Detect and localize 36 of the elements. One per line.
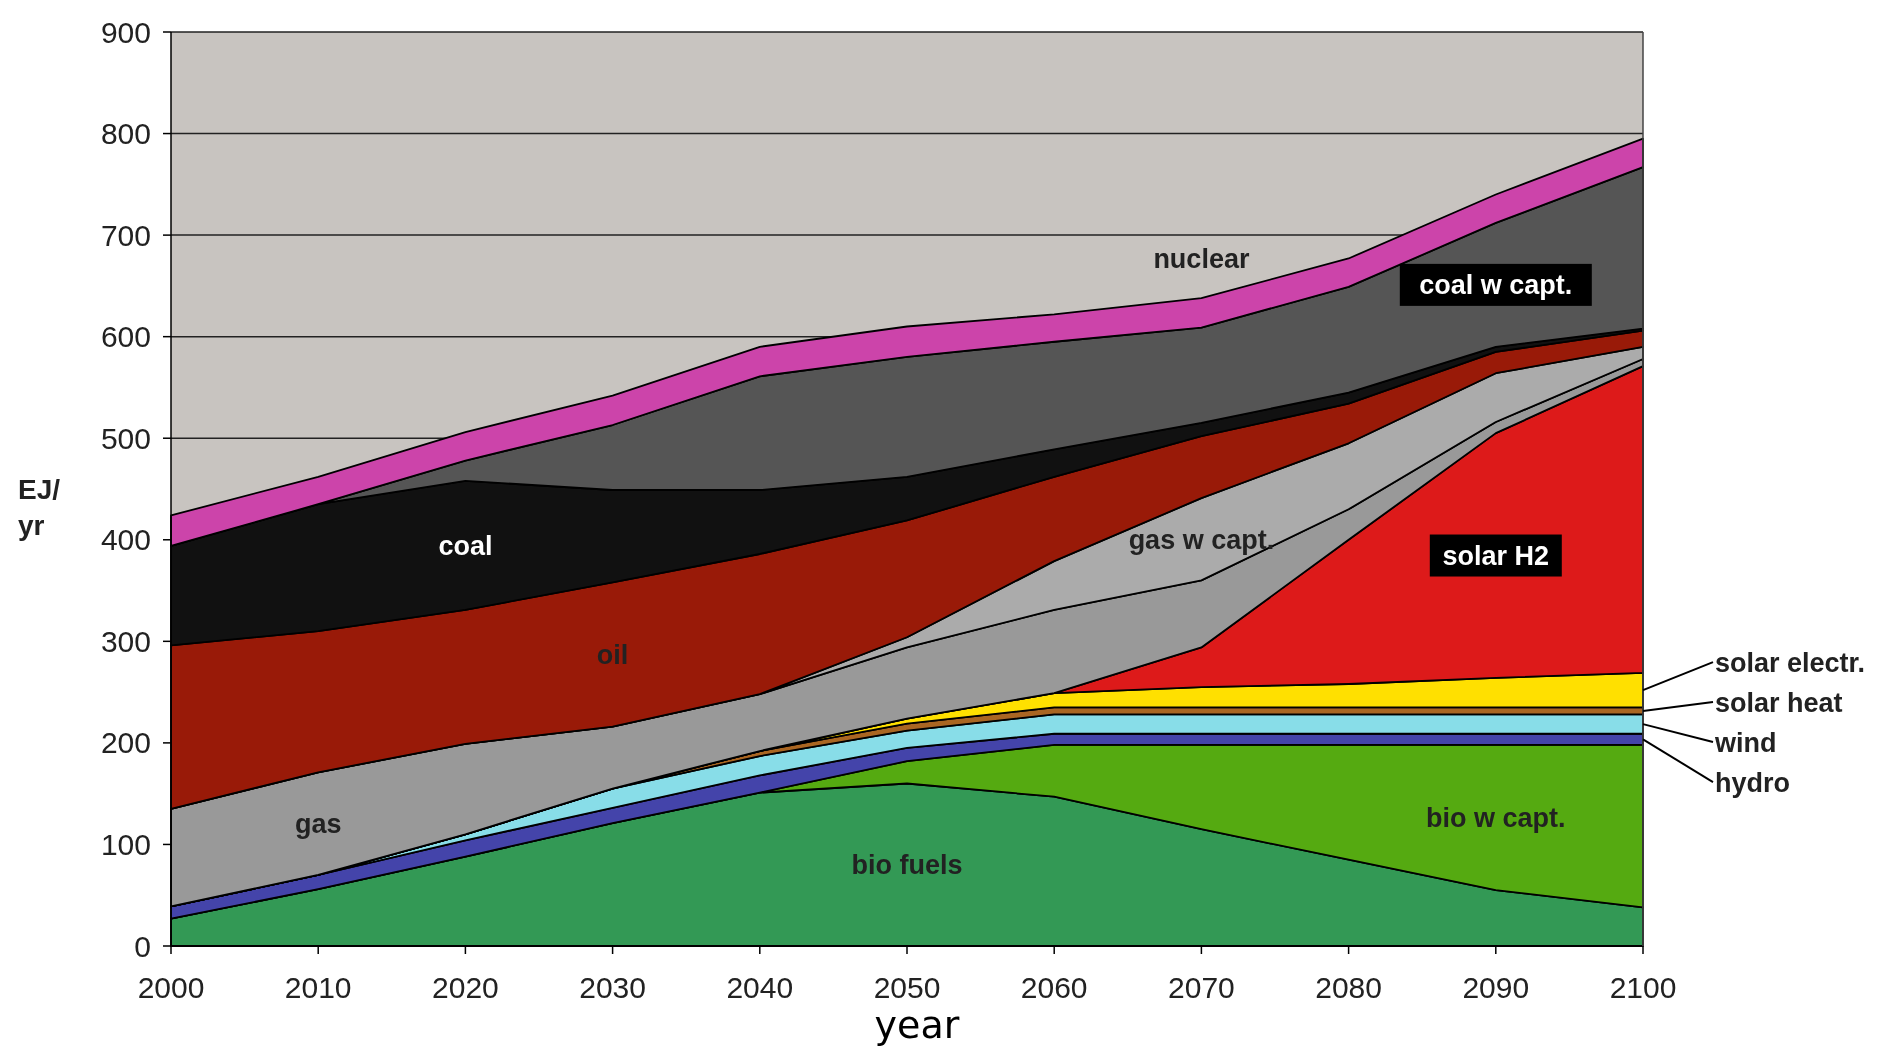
- legend-label: solar heat: [1715, 687, 1843, 718]
- y-tick-label: 500: [100, 421, 151, 455]
- legend-label: wind: [1714, 727, 1777, 758]
- x-tick-label: 2060: [1020, 971, 1088, 1004]
- series-label: oil: [596, 639, 629, 670]
- x-tick-label: 2030: [579, 971, 646, 1004]
- y-tick-label: 300: [100, 624, 151, 658]
- series-label: solar H2: [1442, 540, 1550, 571]
- x-tick-label: 2040: [726, 971, 794, 1004]
- x-tick-label: 2020: [432, 971, 499, 1004]
- x-tick-label: 2100: [1609, 971, 1677, 1004]
- x-axis-title: year: [874, 1003, 960, 1047]
- x-tick-label: 2080: [1315, 971, 1382, 1004]
- y-tick-label: 0: [134, 929, 151, 963]
- x-tick-label: 2050: [873, 971, 941, 1004]
- x-tick-label: 2010: [284, 971, 352, 1004]
- legend-label: solar electr.: [1715, 647, 1866, 678]
- y-tick-label: 900: [100, 15, 151, 49]
- series-label: gas: [294, 809, 342, 840]
- series-label: coal: [438, 530, 493, 561]
- text: hydro: [1715, 767, 1791, 798]
- series-label: nuclear: [1153, 243, 1250, 274]
- y-tick-label: 400: [100, 523, 151, 557]
- x-tick-label: 2090: [1462, 971, 1530, 1004]
- y-tick-label: 100: [100, 827, 151, 861]
- y-tick-label: 200: [100, 726, 151, 760]
- y-tick-label: 600: [100, 320, 151, 354]
- y-tick-label: 800: [100, 117, 151, 151]
- x-tick-label: 2000: [137, 971, 205, 1004]
- x-tick-label: 2070: [1168, 971, 1235, 1004]
- series-label: gas w capt.: [1128, 524, 1275, 555]
- y-tick-label: 700: [100, 218, 151, 252]
- y-axis-title: EJ/ yr: [18, 474, 61, 541]
- series-label: bio fuels: [851, 850, 963, 881]
- series-label: coal w capt.: [1419, 270, 1573, 301]
- series-label: bio w capt.: [1426, 802, 1566, 833]
